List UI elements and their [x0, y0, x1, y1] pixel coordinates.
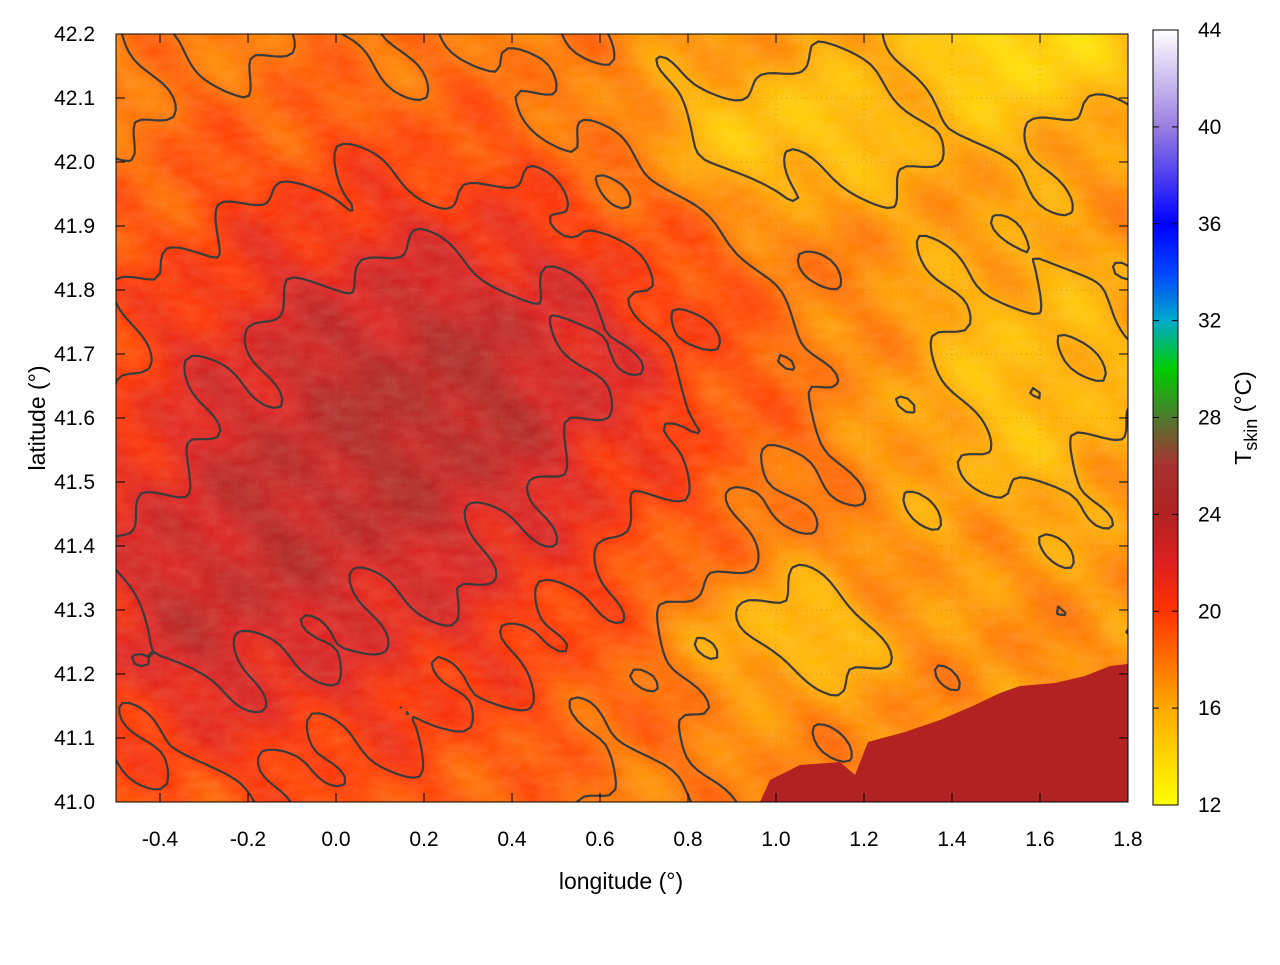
- y-tick-label: 41.3: [54, 599, 95, 622]
- x-tick-label: 0.4: [497, 828, 527, 851]
- contour-line-4: [116, 227, 645, 714]
- x-tick-label: 0.2: [409, 828, 438, 851]
- x-tick-label: 1.6: [1025, 828, 1054, 851]
- y-tick-label: 41.1: [54, 727, 95, 750]
- x-tick-label: 1.2: [849, 828, 878, 851]
- y-tick-label: 41.0: [54, 791, 95, 814]
- x-tick-label: 1.4: [937, 828, 967, 851]
- grid-lines: [116, 34, 1128, 802]
- y-tick-label: 42.2: [54, 23, 95, 46]
- colorbar-ticks: 12 16 20 24 28 32 36 40 44: [1153, 19, 1222, 817]
- colorbar-tick-label: 32: [1198, 310, 1221, 333]
- x-axis-label: longitude (°): [559, 868, 683, 894]
- x-tick-label: 0.0: [321, 828, 350, 851]
- colorbar-tick-label: 16: [1198, 697, 1221, 720]
- x-tick-label: -0.2: [230, 828, 266, 851]
- x-tick-label: -0.4: [142, 828, 179, 851]
- x-tick-label: 1.8: [1113, 828, 1142, 851]
- colorbar: 12 16 20 24 28 32 36 40 44 Tskin (°C): [1152, 19, 1261, 817]
- x-tick-label: 0.6: [585, 828, 614, 851]
- colorbar-label-unit: (°C): [1230, 371, 1256, 419]
- colorbar-tick-label: 24: [1198, 503, 1222, 526]
- y-tick-label: 41.7: [54, 343, 95, 366]
- contour-line-3: [116, 142, 722, 802]
- y-tick-label: 41.9: [54, 215, 95, 238]
- y-tick-label: 41.8: [54, 279, 95, 302]
- colorbar-label-sub: skin: [1241, 419, 1261, 451]
- colorbar-tick-label: 12: [1198, 794, 1221, 817]
- contour-line-2: [116, 34, 1105, 802]
- y-tick-label: 41.5: [54, 471, 95, 494]
- y-axis: 41.0 41.1 41.2 41.3 41.4 41.5 41.6 41.7 41.8 41.9…: [54, 23, 1128, 814]
- contour-line-1: [655, 34, 1128, 697]
- sea-region: [760, 664, 1128, 802]
- colorbar-tick-label: 28: [1198, 407, 1221, 430]
- colorbar-tick-label: 40: [1198, 116, 1221, 139]
- y-tick-label: 42.1: [54, 87, 95, 110]
- colorbar-label: Tskin (°C): [1230, 371, 1261, 465]
- contour-lines: [116, 34, 1128, 802]
- colorbar-tick-label: 36: [1198, 213, 1221, 236]
- x-tick-label: 0.8: [673, 828, 702, 851]
- colorbar-label-main: T: [1230, 451, 1256, 465]
- x-axis: -0.4 -0.2 0.0 0.2 0.4 0.6 0.8 1.0 1.2 1.4 1.6 1.8: [142, 34, 1143, 851]
- colorbar-tick-label: 44: [1198, 19, 1222, 42]
- y-tick-label: 41.6: [54, 407, 95, 430]
- y-axis-label: latitude (°): [24, 365, 50, 470]
- colorbar-tick-label: 20: [1198, 600, 1221, 623]
- x-tick-label: 1.0: [761, 828, 790, 851]
- y-tick-label: 41.2: [54, 663, 95, 686]
- plot-area: [116, 34, 1128, 802]
- y-tick-label: 42.0: [54, 151, 95, 174]
- y-tick-label: 41.4: [54, 535, 95, 558]
